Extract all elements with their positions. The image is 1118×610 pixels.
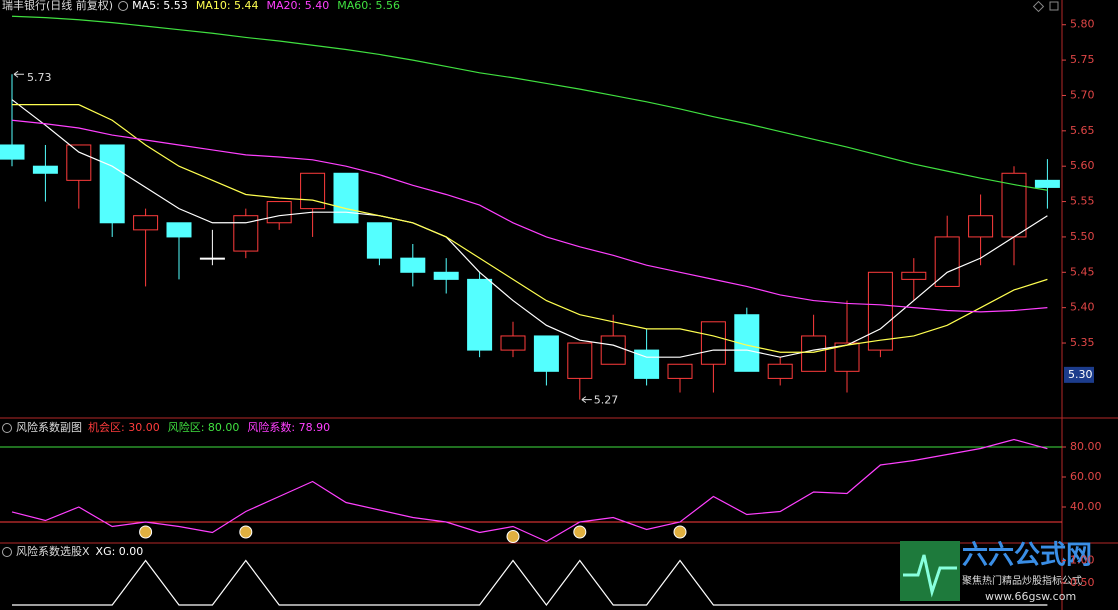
panel-icon bbox=[2, 547, 12, 557]
candle-body bbox=[567, 342, 593, 379]
legend-entry: XG: 0.00 bbox=[96, 545, 144, 558]
logo-name: 六六公式网 bbox=[962, 541, 1092, 571]
panel-title: 瑞丰银行(日线 前复权) bbox=[2, 0, 113, 12]
y-tick-label: 5.75 bbox=[1070, 53, 1095, 66]
candle-body bbox=[133, 215, 159, 231]
window-icon[interactable] bbox=[1032, 0, 1045, 13]
y-tick-label: 80.00 bbox=[1070, 440, 1102, 453]
candle-body bbox=[166, 222, 192, 238]
candle-body bbox=[600, 335, 626, 365]
candle-body bbox=[0, 144, 25, 160]
candle-body bbox=[767, 363, 793, 379]
y-tick-label: 40.00 bbox=[1070, 500, 1102, 513]
y-tick-label: 5.45 bbox=[1070, 265, 1095, 278]
signal-icon bbox=[673, 525, 687, 539]
candle-body bbox=[32, 165, 58, 174]
low-annotation: 5.27 bbox=[594, 394, 619, 407]
signal-icon bbox=[239, 525, 253, 539]
candle-body bbox=[667, 363, 693, 379]
candle-body bbox=[199, 257, 225, 260]
y-tick-label: 5.70 bbox=[1070, 88, 1095, 101]
candle-body bbox=[867, 271, 893, 351]
panel-icon bbox=[118, 1, 129, 11]
annotation-arrow bbox=[13, 70, 24, 78]
candle-body bbox=[366, 222, 392, 259]
panel-title: 风险系数副图 bbox=[16, 420, 82, 434]
panel-icon bbox=[2, 423, 12, 433]
legend-entry: 机会区: 30.00 bbox=[88, 420, 160, 434]
candle-body bbox=[700, 321, 726, 365]
price-marker-label: 5.30 bbox=[1068, 368, 1093, 381]
indicator-line bbox=[11, 438, 1048, 543]
logo-slogan: 聚焦热门精品炒股指标公式 bbox=[962, 574, 1082, 587]
y-tick-label: 0.50 bbox=[1070, 576, 1095, 589]
candle-body bbox=[266, 201, 292, 224]
candle-body bbox=[500, 335, 526, 351]
ma-line bbox=[11, 15, 1048, 191]
y-tick-label: 5.65 bbox=[1070, 124, 1095, 137]
legend-entry: MA10: 5.44 bbox=[196, 0, 259, 12]
ma-line bbox=[11, 99, 1048, 358]
legend-entry: 风险系数: 78.90 bbox=[247, 420, 330, 434]
candle-body bbox=[533, 335, 559, 372]
y-tick-label: 5.80 bbox=[1070, 18, 1095, 31]
y-tick-label: 5.60 bbox=[1070, 159, 1095, 172]
candle-body bbox=[901, 271, 927, 280]
candle-body bbox=[300, 172, 326, 210]
candle-body bbox=[934, 236, 960, 287]
candle-body bbox=[467, 278, 493, 351]
price-marker bbox=[1064, 366, 1094, 383]
high-annotation: 5.73 bbox=[27, 71, 52, 84]
legend-entry: 风险区: 80.00 bbox=[168, 420, 240, 434]
window-icon[interactable] bbox=[1049, 1, 1059, 11]
signal-icon bbox=[573, 525, 587, 539]
y-tick-label: 5.40 bbox=[1070, 301, 1095, 314]
candle-body bbox=[1034, 179, 1060, 188]
logo: 六六公式网 聚焦热门精品炒股指标公式 www.66gsw.com bbox=[900, 541, 1092, 603]
logo-url: www.66gsw.com bbox=[985, 590, 1076, 603]
candle-body bbox=[99, 144, 125, 224]
panel-title: 风险系数选股X bbox=[16, 544, 90, 558]
candle-body bbox=[433, 271, 459, 280]
annotation-arrow bbox=[581, 396, 592, 404]
signal-icon bbox=[506, 530, 520, 543]
legend-entry: MA60: 5.56 bbox=[337, 0, 400, 12]
candle-body bbox=[968, 215, 994, 238]
y-tick-label: 1.00 bbox=[1070, 554, 1095, 567]
legend-entry: MA5: 5.53 bbox=[132, 0, 188, 12]
ma-line bbox=[12, 104, 1048, 353]
y-tick-label: 5.35 bbox=[1070, 336, 1095, 349]
candle-body bbox=[66, 144, 92, 181]
y-tick-label: 5.50 bbox=[1070, 230, 1095, 243]
legend-entry: MA20: 5.40 bbox=[267, 0, 330, 12]
candle-body bbox=[333, 172, 359, 224]
candle-body bbox=[834, 342, 860, 372]
ma-line bbox=[11, 119, 1048, 313]
logo-icon bbox=[903, 554, 957, 598]
y-tick-label: 5.55 bbox=[1070, 195, 1095, 208]
indicator-line bbox=[12, 559, 1048, 606]
logo-box bbox=[900, 541, 960, 601]
candle-body bbox=[400, 257, 426, 273]
candle-body bbox=[801, 335, 827, 372]
y-tick-label: 60.00 bbox=[1070, 470, 1102, 483]
signal-icon bbox=[139, 525, 153, 539]
